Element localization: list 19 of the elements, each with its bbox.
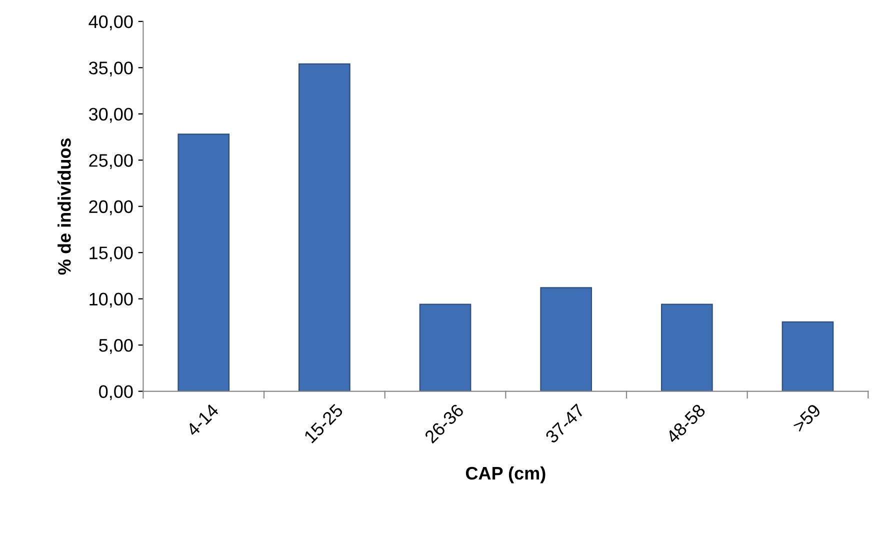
x-tick-label: >59 [792,403,822,433]
bar [540,287,592,392]
bar [782,321,834,392]
y-tick-label: 35,00 [88,62,133,77]
y-tick-label: 15,00 [90,246,133,262]
bar [178,134,230,392]
bar [419,304,472,392]
y-tick-label: 40,00 [88,15,133,30]
y-tick-label: 0,00 [99,385,133,400]
y-axis-title: % de indivíduos [57,138,71,275]
bar [660,304,713,392]
y-tick-label: 10,00 [90,292,133,308]
y-tick-label: 20,00 [89,200,133,216]
y-tick-label: 30,00 [88,108,133,123]
x-axis-title: CAP (cm) [466,466,546,484]
y-tick-label: 25,00 [89,154,133,169]
bar [298,63,350,392]
y-tick-label: 5,00 [99,338,133,354]
x-tick-label: 4-14 [186,403,220,437]
